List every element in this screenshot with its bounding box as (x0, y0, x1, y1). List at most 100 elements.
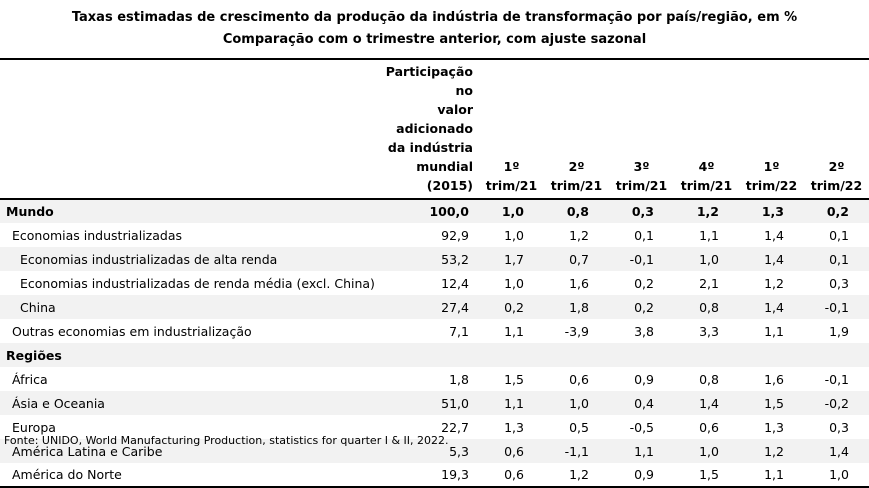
value-cell: 0,6 (479, 463, 544, 488)
value-cell: 0,3 (829, 275, 849, 291)
share-cell: 22,7 (441, 419, 469, 435)
value-cell: 1,1 (479, 391, 544, 415)
value-cell: 1,5 (504, 371, 524, 387)
value-cell: 0,2 (609, 295, 674, 319)
value-cell: 1,6 (764, 371, 784, 387)
value-cell: -0,5 (629, 419, 654, 435)
value-cell: 1,5 (739, 391, 804, 415)
value-cell: 0,6 (699, 419, 719, 435)
value-cell: 0,2 (634, 275, 654, 291)
value-cell: 0,3 (829, 419, 849, 435)
value-cell: 1,7 (479, 247, 544, 271)
section-label: Regiões (0, 343, 370, 367)
row-label: Economias industrializadas de alta renda (0, 247, 370, 271)
table-row: América do Norte 19,3 0,6 1,2 0,9 1,5 1,… (0, 463, 869, 488)
table-row: Europa 22,7 1,3 0,5 -0,5 0,6 1,3 0,3 (0, 415, 869, 439)
value-cell: 1,6 (569, 275, 589, 291)
value-cell: 1,4 (764, 227, 784, 243)
row-label: Europa (12, 419, 56, 435)
value-cell: 1,4 (804, 439, 869, 463)
value-cell: 0,9 (634, 371, 654, 387)
value-cell: 1,1 (699, 227, 719, 243)
value-cell: 1,0 (544, 391, 609, 415)
value-cell: 0,9 (609, 463, 674, 488)
value-cell: 1,1 (609, 439, 674, 463)
value-cell: 0,7 (544, 247, 609, 271)
label-header (0, 60, 370, 199)
share-cell: 92,9 (441, 227, 469, 243)
value-cell: 0,6 (479, 439, 544, 463)
value-cell: -0,2 (804, 391, 869, 415)
row-label: Outras economias em industrialização (12, 323, 252, 339)
table-row: Economias industrializadas de alta renda… (0, 247, 869, 271)
row-label: África (12, 371, 48, 387)
value-cell: 1,0 (504, 227, 524, 243)
row-label: Economias industrializadas de renda médi… (20, 275, 375, 291)
table-row: Outras economias em industrialização 7,1… (0, 319, 869, 343)
value-cell: 1,2 (674, 198, 739, 223)
value-cell: 1,4 (739, 295, 804, 319)
row-label: China (0, 295, 370, 319)
table-subtitle: Comparação com o trimestre anterior, com… (222, 32, 647, 47)
value-cell: 0,5 (569, 419, 589, 435)
share-cell: 100,0 (370, 198, 479, 223)
table-row: Economias industrializadas de renda médi… (0, 271, 869, 295)
value-cell: 1,3 (504, 419, 524, 435)
top-rule (0, 58, 869, 60)
source-note: Fonte: UNIDO, World Manufacturing Produc… (4, 434, 449, 447)
value-cell: 0,3 (609, 198, 674, 223)
value-cell: 1,5 (674, 463, 739, 488)
value-cell: 1,0 (674, 247, 739, 271)
value-cell: 1,0 (674, 439, 739, 463)
value-cell: -3,9 (564, 323, 589, 339)
value-cell: -1,1 (544, 439, 609, 463)
value-cell: 0,2 (479, 295, 544, 319)
share-cell: 7,1 (449, 323, 469, 339)
value-cell: 1,1 (764, 323, 784, 339)
value-cell: 3,8 (634, 323, 654, 339)
value-cell: -0,1 (609, 247, 674, 271)
share-header: Participação no valor adicionado da indú… (385, 64, 473, 193)
growth-table: Participação no valor adicionado da indú… (0, 60, 869, 488)
value-cell: 0,4 (609, 391, 674, 415)
value-cell (544, 343, 609, 367)
value-cell: 1,9 (829, 323, 849, 339)
table-row: África 1,8 1,5 0,6 0,9 0,8 1,6 -0,1 (0, 367, 869, 391)
value-cell: 0,8 (544, 198, 609, 223)
value-cell: 1,4 (739, 247, 804, 271)
table-row-mundo: Mundo 100,0 1,0 0,8 0,3 1,2 1,3 0,2 (0, 198, 869, 223)
value-cell (609, 343, 674, 367)
value-cell: 2,1 (699, 275, 719, 291)
share-cell: 19,3 (370, 463, 479, 488)
share-cell (370, 343, 479, 367)
table-title: Taxas estimadas de crescimento da produç… (71, 10, 798, 25)
value-cell: 0,6 (569, 371, 589, 387)
value-cell: 1,2 (739, 439, 804, 463)
value-cell: 1,3 (764, 419, 784, 435)
period-header: 2º trim/21 (550, 159, 603, 193)
value-cell: 0,2 (804, 198, 869, 223)
period-header: 3º trim/21 (615, 159, 668, 193)
period-header: 4º trim/21 (680, 159, 733, 193)
row-label: Mundo (0, 198, 370, 223)
header-row: Participação no valor adicionado da indú… (0, 60, 869, 199)
value-cell: 0,1 (804, 247, 869, 271)
value-cell: 1,2 (764, 275, 784, 291)
period-header: 1º trim/21 (485, 159, 538, 193)
table-row: Economias industrializadas 92,9 1,0 1,2 … (0, 223, 869, 247)
value-cell: 1,2 (544, 463, 609, 488)
share-cell: 1,8 (449, 371, 469, 387)
value-cell: 1,0 (479, 198, 544, 223)
value-cell (674, 343, 739, 367)
period-header: 2º trim/22 (810, 159, 863, 193)
value-cell: 1,2 (569, 227, 589, 243)
value-cell (804, 343, 869, 367)
value-cell: 3,3 (699, 323, 719, 339)
value-cell (739, 343, 804, 367)
value-cell: 1,4 (674, 391, 739, 415)
value-cell (479, 343, 544, 367)
table-row: China 27,4 0,2 1,8 0,2 0,8 1,4 -0,1 (0, 295, 869, 319)
share-cell: 51,0 (370, 391, 479, 415)
share-cell: 53,2 (370, 247, 479, 271)
share-cell: 12,4 (441, 275, 469, 291)
